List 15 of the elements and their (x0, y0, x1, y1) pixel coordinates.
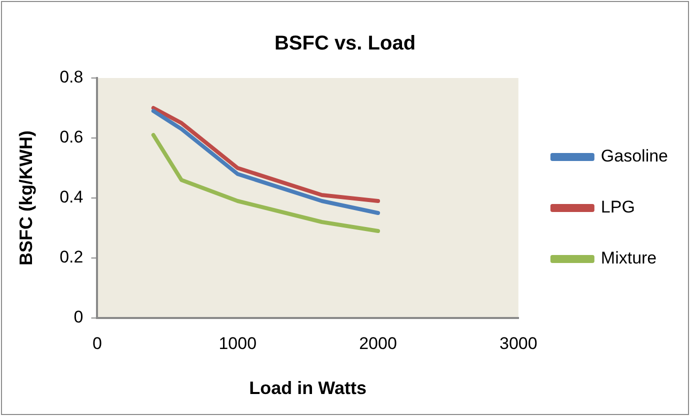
chart-title: BSFC vs. Load (274, 32, 416, 55)
legend-label: Gasoline (600, 146, 668, 166)
y-tick-label: 0 (74, 308, 84, 327)
y-tick-label: 0.8 (60, 68, 84, 87)
legend-label: Mixture (600, 248, 657, 268)
x-tick-label: 2000 (359, 334, 397, 353)
x-axis-title: Load in Watts (249, 378, 366, 398)
y-tick-label: 0.6 (60, 128, 84, 147)
x-tick-label: 3000 (499, 334, 538, 353)
y-tick-label: 0.4 (60, 188, 84, 207)
y-tick-label: 0.2 (60, 248, 84, 267)
legend-label: LPG (600, 198, 635, 217)
x-tick-label: 1000 (218, 334, 257, 353)
y-axis-title: BSFC (kg/KWH) (16, 130, 36, 266)
x-tick-label: 0 (92, 334, 102, 353)
